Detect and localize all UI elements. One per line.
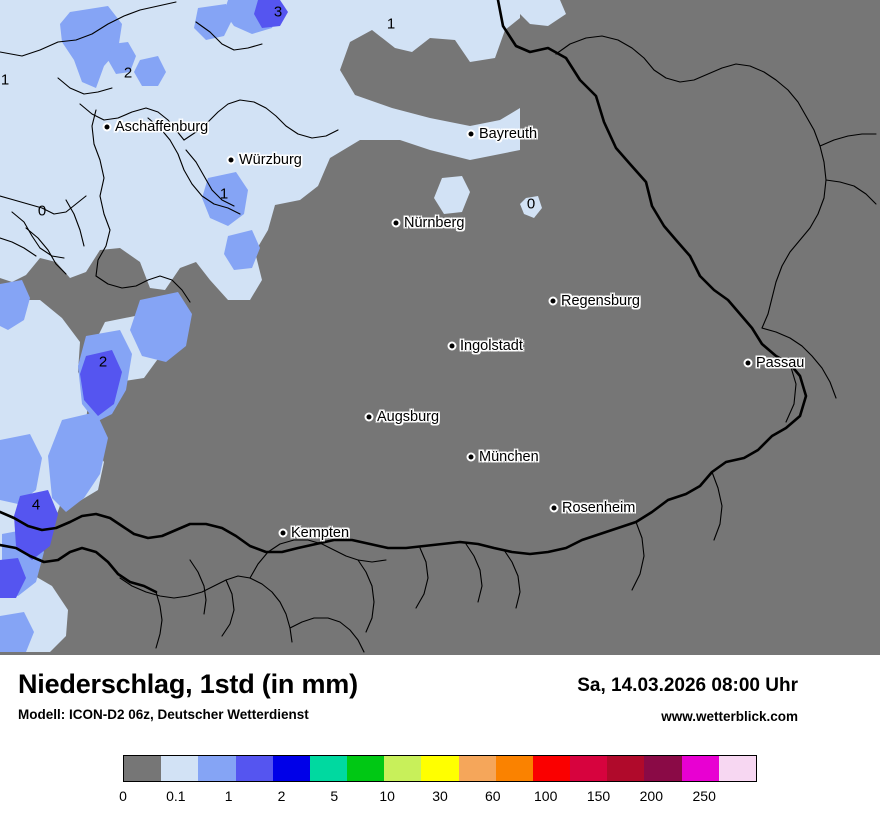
colorbar-swatch[interactable] — [384, 756, 422, 781]
colorbar-swatch[interactable] — [347, 756, 385, 781]
city-label: Passau — [756, 355, 805, 371]
colorbar-tick-label: 10 — [379, 788, 395, 804]
colorbar-swatch[interactable] — [607, 756, 645, 781]
city-marker-dot — [447, 341, 457, 351]
colorbar-tick-label: 60 — [485, 788, 501, 804]
colorbar-swatch[interactable] — [644, 756, 682, 781]
site-url-label: www.wetterblick.com — [661, 709, 798, 724]
colorbar-tick-label: 1 — [224, 788, 233, 804]
city-marker-dot — [364, 412, 374, 422]
colorbar-tick-labels: 0 0.1 1 2 5 10 30 60 100 150 200 250 — [119, 782, 757, 812]
colorbar-swatch[interactable] — [532, 756, 571, 781]
contour-value-label: 2 — [123, 64, 133, 82]
map-footer: Niederschlag, 1std (in mm) Modell: ICON-… — [0, 655, 880, 830]
contour-value-label: 1 — [0, 71, 10, 89]
city-marker-dot — [391, 218, 401, 228]
colorbar-swatch[interactable] — [235, 756, 273, 781]
city-label: Ingolstadt — [460, 338, 523, 354]
colorbar-tick-label: 100 — [534, 788, 558, 804]
contour-value-label: 1 — [386, 15, 396, 33]
precipitation-map[interactable]: Aschaffenburg Würzburg Bayreuth Nürnberg Reg… — [0, 0, 880, 655]
map-canvas — [0, 0, 877, 653]
contour-value-label: 1 — [219, 185, 229, 203]
city-label: Bayreuth — [479, 126, 538, 142]
colorbar-swatch[interactable] — [458, 756, 496, 781]
colorbar-swatch[interactable] — [124, 756, 162, 781]
colorbar-tick-label: 250 — [692, 788, 716, 804]
city-marker-dot — [548, 296, 558, 306]
city-marker-dot — [226, 155, 236, 165]
city-label: Aschaffenburg — [115, 119, 209, 135]
colorbar-swatch[interactable] — [495, 756, 533, 781]
city-label: Würzburg — [239, 152, 302, 168]
colorbar-swatch[interactable] — [161, 756, 199, 781]
colorbar-legend[interactable]: 0 0.1 1 2 5 10 30 60 100 150 200 250 — [119, 755, 757, 804]
model-subtitle: Modell: ICON-D2 06z, Deutscher Wetterdie… — [18, 707, 309, 722]
contour-value-label: 0 — [526, 195, 536, 213]
city-marker-dot — [102, 122, 112, 132]
colorbar-swatch[interactable] — [309, 756, 348, 781]
city-label: Regensburg — [561, 293, 640, 309]
precip-band-strong — [0, 0, 288, 598]
state-borders — [0, 1, 877, 653]
colorbar-tick-label: 0.1 — [166, 788, 186, 804]
city-marker-dot — [466, 129, 476, 139]
contour-value-label: 2 — [98, 353, 108, 371]
colorbar-swatches[interactable] — [123, 755, 757, 782]
contour-value-label: 4 — [31, 496, 41, 514]
city-label: Rosenheim — [562, 500, 636, 516]
city-label: München — [479, 449, 539, 465]
colorbar-swatch[interactable] — [570, 756, 608, 781]
city-marker-dot — [278, 528, 288, 538]
colorbar-tick-label: 2 — [277, 788, 286, 804]
city-label: Augsburg — [377, 409, 440, 425]
city-label: Nürnberg — [404, 215, 465, 231]
colorbar-tick-label: 0 — [119, 788, 127, 804]
colorbar-swatch[interactable] — [421, 756, 459, 781]
contour-value-label: 3 — [273, 3, 283, 21]
colorbar-swatch[interactable] — [198, 756, 236, 781]
contour-value-label: 0 — [37, 202, 47, 220]
colorbar-swatch[interactable] — [718, 756, 756, 781]
colorbar-tick-label: 150 — [586, 788, 611, 804]
page-title: Niederschlag, 1std (in mm) — [18, 669, 358, 699]
city-label: Kempten — [291, 525, 350, 541]
city-marker-dot — [743, 358, 753, 368]
city-marker-dot — [549, 503, 559, 513]
valid-time-label: Sa, 14.03.2026 08:00 Uhr — [577, 675, 798, 696]
city-marker-dot — [466, 452, 476, 462]
colorbar-swatch[interactable] — [272, 756, 310, 781]
colorbar-tick-label: 200 — [639, 788, 663, 804]
colorbar-tick-label: 5 — [330, 788, 339, 804]
colorbar-tick-label: 30 — [432, 788, 448, 804]
colorbar-swatch[interactable] — [681, 756, 719, 781]
